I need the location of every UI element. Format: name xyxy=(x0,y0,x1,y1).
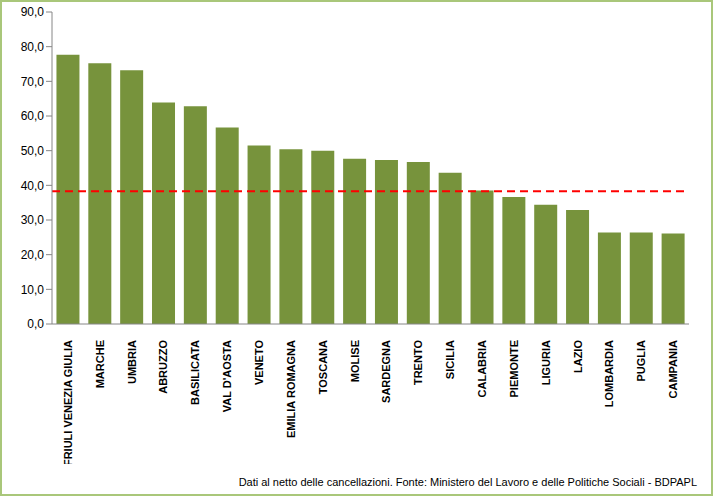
svg-text:MOLISE: MOLISE xyxy=(349,340,361,382)
svg-text:50,0: 50,0 xyxy=(21,144,45,158)
svg-text:70,0: 70,0 xyxy=(21,75,45,89)
svg-text:UMBRIA: UMBRIA xyxy=(126,340,138,384)
svg-text:SICILIA: SICILIA xyxy=(444,340,456,379)
svg-text:PIEMONTE: PIEMONTE xyxy=(508,340,520,397)
svg-text:PUGLIA: PUGLIA xyxy=(635,340,647,382)
svg-text:60,0: 60,0 xyxy=(21,109,45,123)
svg-text:0,0: 0,0 xyxy=(27,317,44,331)
svg-text:30,0: 30,0 xyxy=(21,213,45,227)
svg-text:40,0: 40,0 xyxy=(21,179,45,193)
svg-text:VENETO: VENETO xyxy=(253,340,265,385)
svg-text:20,0: 20,0 xyxy=(21,248,45,262)
svg-text:TRENTO: TRENTO xyxy=(412,340,424,385)
svg-text:CALABRIA: CALABRIA xyxy=(476,340,488,397)
svg-text:90,0: 90,0 xyxy=(21,5,45,19)
svg-text:80,0: 80,0 xyxy=(21,40,45,54)
svg-text:TOSCANA: TOSCANA xyxy=(317,340,329,394)
svg-text:VAL D'AOSTA: VAL D'AOSTA xyxy=(221,340,233,412)
svg-text:SARDEGNA: SARDEGNA xyxy=(380,340,392,403)
svg-text:LOMBARDIA: LOMBARDIA xyxy=(603,340,615,407)
svg-text:EMILIA ROMAGNA: EMILIA ROMAGNA xyxy=(285,340,297,438)
svg-text:LIGURIA: LIGURIA xyxy=(540,340,552,385)
svg-text:ABRUZZO: ABRUZZO xyxy=(157,340,169,394)
svg-text:MARCHE: MARCHE xyxy=(94,340,106,388)
svg-text:CAMPANIA: CAMPANIA xyxy=(667,340,679,399)
svg-text:10,0: 10,0 xyxy=(21,283,45,297)
svg-text:FRIULI VENEZIA GIULIA: FRIULI VENEZIA GIULIA xyxy=(62,340,74,464)
svg-text:BASILICATA: BASILICATA xyxy=(189,340,201,405)
html-text:Dati al netto delle cancellazi: Dati al netto delle cancellazioni. Fonte… xyxy=(238,476,697,488)
svg-text:LAZIO: LAZIO xyxy=(572,340,584,373)
